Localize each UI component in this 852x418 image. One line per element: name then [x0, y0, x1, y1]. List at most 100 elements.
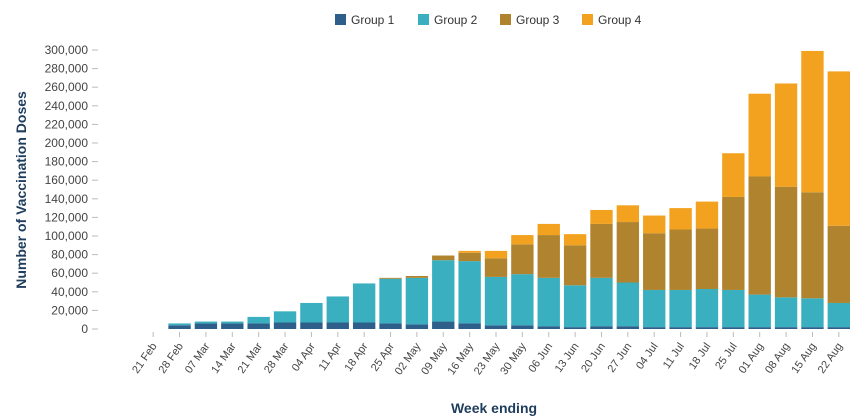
bar-segment-group-1: [537, 326, 560, 329]
bar-segment-group-2: [537, 277, 560, 327]
bar-segment-group-4: [669, 208, 692, 230]
bar-segment-group-2: [352, 283, 376, 323]
bar-segment-group-2: [405, 277, 429, 325]
bars: [168, 50, 850, 329]
x-tick-label: 18 Jul: [687, 341, 714, 372]
bar-segment-group-1: [801, 327, 824, 329]
bar-segment-group-1: [563, 327, 587, 329]
bar-segment-group-1: [352, 322, 376, 329]
bar-segment-group-2: [458, 261, 481, 324]
legend-label-group-2: Group 2: [434, 13, 478, 27]
bar-segment-group-1: [722, 327, 745, 329]
bar-segment-group-3: [748, 176, 771, 295]
bar-segment-group-3: [405, 275, 429, 278]
x-tick-label: 14 Mar: [209, 341, 239, 376]
bar-segment-group-1: [695, 327, 719, 329]
x-tick-label: 21 Feb: [130, 341, 159, 376]
bar-segment-group-2: [326, 296, 349, 323]
x-tick-label: 23 May: [472, 340, 503, 377]
x-tick-label: 11 Jul: [661, 341, 687, 371]
legend-swatch-group-3: [500, 14, 511, 25]
bar-segment-group-2: [379, 278, 402, 324]
y-axis: 0 20,000 40,000 60,000 80,000 100,000 120,000 1…: [45, 43, 98, 336]
y-tick-label: 40,000: [51, 285, 88, 299]
bar-segment-group-3: [643, 233, 666, 290]
x-tick-label: 27 Jun: [606, 341, 635, 375]
bar-segment-group-1: [484, 325, 508, 329]
x-tick-label: 02 May: [393, 340, 424, 377]
bar-segment-group-3: [432, 255, 455, 261]
y-tick-label: 80,000: [51, 248, 88, 262]
bar-segment-group-4: [827, 71, 850, 226]
bar-segment-group-4: [563, 234, 587, 246]
bar-segment-group-3: [379, 277, 402, 279]
y-tick-label: 60,000: [51, 266, 88, 280]
y-tick-label: 140,000: [45, 192, 89, 206]
bar-segment-group-3: [458, 252, 481, 262]
bar-segment-group-3: [722, 196, 745, 290]
bar-segment-group-2: [563, 285, 587, 328]
bar-segment-group-4: [511, 235, 534, 245]
bar-segment-group-2: [774, 297, 798, 328]
y-tick-label: 220,000: [45, 117, 89, 131]
y-tick-label: 100,000: [45, 229, 89, 243]
bar-segment-group-4: [458, 250, 481, 253]
bar-segment-group-1: [643, 327, 666, 329]
bar-segment-group-1: [300, 322, 323, 329]
bar-segment-group-1: [379, 323, 402, 329]
bar-segment-group-3: [563, 245, 587, 286]
bar-segment-group-3: [590, 223, 613, 278]
x-tick-label: 01 Aug: [737, 341, 766, 376]
bar-segment-group-2: [590, 277, 613, 327]
bar-segment-group-2: [273, 311, 297, 323]
legend-label-group-3: Group 3: [516, 13, 560, 27]
bar-segment-group-1: [458, 323, 481, 329]
y-tick-label: 120,000: [45, 210, 89, 224]
bar-segment-group-4: [590, 209, 613, 224]
y-tick-label: 260,000: [45, 80, 89, 94]
bar-segment-group-2: [194, 321, 218, 324]
x-tick-label: 18 Apr: [343, 341, 371, 374]
x-tick-label: 28 Feb: [157, 341, 186, 376]
bar-segment-group-2: [827, 302, 850, 328]
bar-segment-group-2: [221, 321, 244, 324]
x-tick-label: 21 Mar: [236, 341, 266, 376]
bar-segment-group-1: [432, 321, 455, 329]
bar-segment-group-3: [827, 225, 850, 303]
bar-segment-group-4: [537, 223, 560, 236]
legend: Group 1 Group 2 Group 3 Group 4: [335, 13, 642, 27]
bar-segment-group-4: [748, 93, 771, 177]
bar-segment-group-2: [695, 289, 719, 328]
x-tick-label: 11 Apr: [317, 341, 345, 374]
bar-segment-group-1: [616, 326, 640, 329]
bar-segment-group-1: [221, 323, 244, 329]
legend-swatch-group-2: [418, 14, 429, 25]
bar-segment-group-3: [801, 192, 824, 299]
y-tick-label: 0: [81, 322, 88, 336]
bar-segment-group-4: [695, 201, 719, 229]
bar-segment-group-4: [643, 215, 666, 234]
bar-segment-group-1: [748, 327, 771, 329]
x-tick-label: 15 Aug: [789, 341, 818, 376]
bar-segment-group-2: [616, 282, 640, 327]
bar-segment-group-1: [774, 327, 798, 329]
bar-segment-group-3: [484, 258, 508, 277]
x-tick-label: 20 Jun: [579, 341, 608, 375]
y-tick-label: 280,000: [45, 62, 89, 76]
x-tick-label: 30 May: [498, 340, 529, 377]
bar-segment-group-3: [695, 228, 719, 290]
bar-segment-group-2: [669, 289, 692, 328]
bar-segment-group-1: [247, 323, 270, 329]
bar-segment-group-4: [722, 153, 745, 197]
bar-segment-group-3: [511, 244, 534, 275]
legend-swatch-group-4: [582, 14, 593, 25]
bar-segment-group-1: [590, 326, 613, 329]
y-axis-title: Number of Vaccination Doses: [13, 91, 29, 289]
legend-label-group-1: Group 1: [351, 13, 395, 27]
x-tick-label: 09 May: [419, 340, 450, 377]
y-tick-label: 20,000: [51, 303, 88, 317]
bar-segment-group-2: [168, 323, 191, 326]
x-tick-label: 22 Aug: [816, 341, 845, 376]
